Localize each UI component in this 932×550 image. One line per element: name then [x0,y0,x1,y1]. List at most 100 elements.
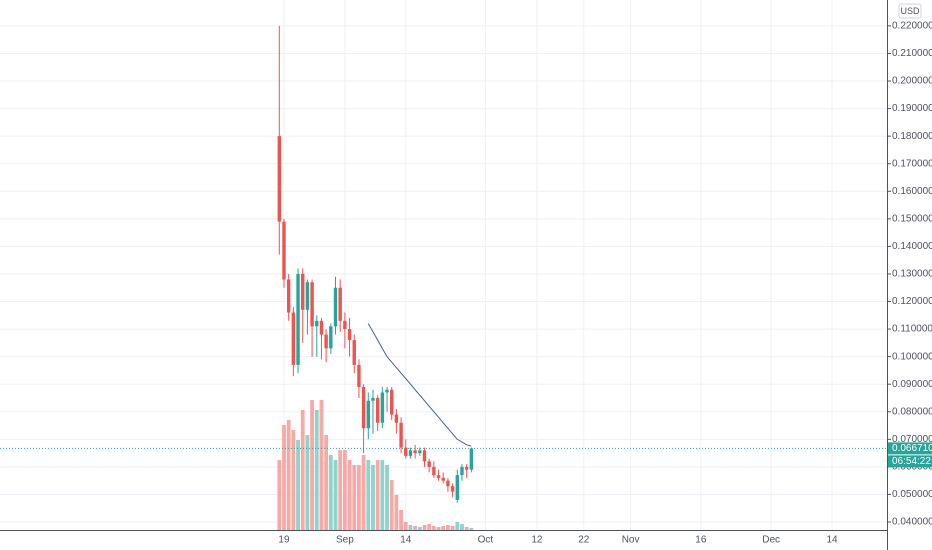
candle-body [352,340,356,365]
candle-body [333,287,338,327]
candle-body [277,136,281,222]
candle-body [436,475,441,478]
volume-bar [394,495,399,530]
x-tick-label: 22 [578,535,590,546]
candle-body [371,397,375,401]
volume-bar [431,526,436,530]
currency: USD [900,6,920,16]
y-tick-label: 0.12000000 [892,296,932,307]
candle-body [469,448,474,470]
x-tick-label: Dec [762,535,780,546]
volume-bar [361,455,366,530]
y-tick-label: 0.04000000 [892,517,932,528]
candle-body [301,273,305,310]
last-price-label: 0.06671000 [892,443,932,454]
volume-bar [324,435,329,530]
volume-bar [277,460,282,530]
volume-bar [347,460,352,530]
candle-body [450,486,455,492]
candle-body [408,450,413,456]
candle-body [427,461,431,467]
candle-body [343,320,347,330]
moving-average [367,323,472,447]
volume-bar [408,525,413,530]
volume-bar [371,465,375,530]
volume-bar [413,526,418,530]
volume-bar [446,525,450,530]
volume-bar [422,525,427,530]
candle-body [366,400,370,429]
volume-bar [469,528,474,530]
y-tick-label: 0.07000000 [892,434,932,445]
volume-bar [357,465,361,530]
volume-bar [399,510,403,530]
x-tick-label: Nov [622,535,640,546]
currency-box[interactable] [898,3,922,19]
y-tick-label: 0.15000000 [892,213,932,224]
candle-layer [0,25,887,503]
candle-body [432,466,436,476]
y-tick-label: 0.09000000 [892,379,932,390]
volume-bar [333,460,338,530]
volume-bar [380,460,385,530]
volume-bar [305,435,310,530]
candle-body [282,221,286,280]
volume-bar [460,524,464,530]
x-tick-label: 12 [531,535,543,546]
candle-body [305,282,310,310]
volume-bar [352,465,357,530]
y-tick-label: 0.08000000 [892,406,932,417]
volume-bar [366,460,371,530]
volume-bar [389,480,394,530]
volume-bar [441,526,446,530]
x-tick-label: Oct [478,535,494,546]
y-tick-label: 0.11000000 [892,324,932,335]
y-tick-label: 0.14000000 [892,241,932,252]
y-tick-label: 0.22000000 [892,21,932,32]
candle-body [380,392,385,423]
volume-bar [403,522,408,530]
volume-bar [338,450,343,530]
y-tick-label: 0.19000000 [892,103,932,114]
candle-body [418,450,422,454]
candle-body [390,389,394,415]
candle-body [385,389,389,393]
volume-bar [300,410,305,530]
volume-bar [385,465,389,530]
volume-bar [291,430,296,530]
volume-bar [286,420,291,530]
x-tick-label: 14 [826,535,838,546]
volume-bar [417,527,422,530]
volume-bar [455,522,460,530]
candle-body [413,450,417,454]
candle-body [324,334,328,349]
volume-bar [450,526,455,530]
candle-body [310,282,314,327]
candle-body [422,450,427,462]
countdown: 06:54:22 [892,456,931,467]
candle-body [460,466,464,476]
y-tick-label: 0.10000000 [892,351,932,362]
candle-body [361,386,366,429]
countdown-box [888,455,932,468]
y-tick-label: 0.05000000 [892,489,932,500]
volume-bar [342,450,347,530]
candle-body [441,477,445,481]
y-tick-label: 0.17000000 [892,158,932,169]
candle-body [404,447,408,456]
candle-body [338,287,342,321]
y-tick-label: 0.13000000 [892,269,932,280]
candle-body [319,320,324,335]
volume-bar [310,400,314,530]
volume-bar [375,460,380,530]
volume-layer [277,400,474,530]
volume-bar [427,524,432,530]
candle-body [357,364,361,387]
candle-body [347,329,352,341]
candle-body [446,480,450,487]
axis-labels: 0.040000000.050000000.060000000.07000000… [278,21,932,546]
x-tick-label: 16 [695,535,707,546]
volume-bar [282,425,286,530]
x-tick-label: Sep [336,535,354,546]
